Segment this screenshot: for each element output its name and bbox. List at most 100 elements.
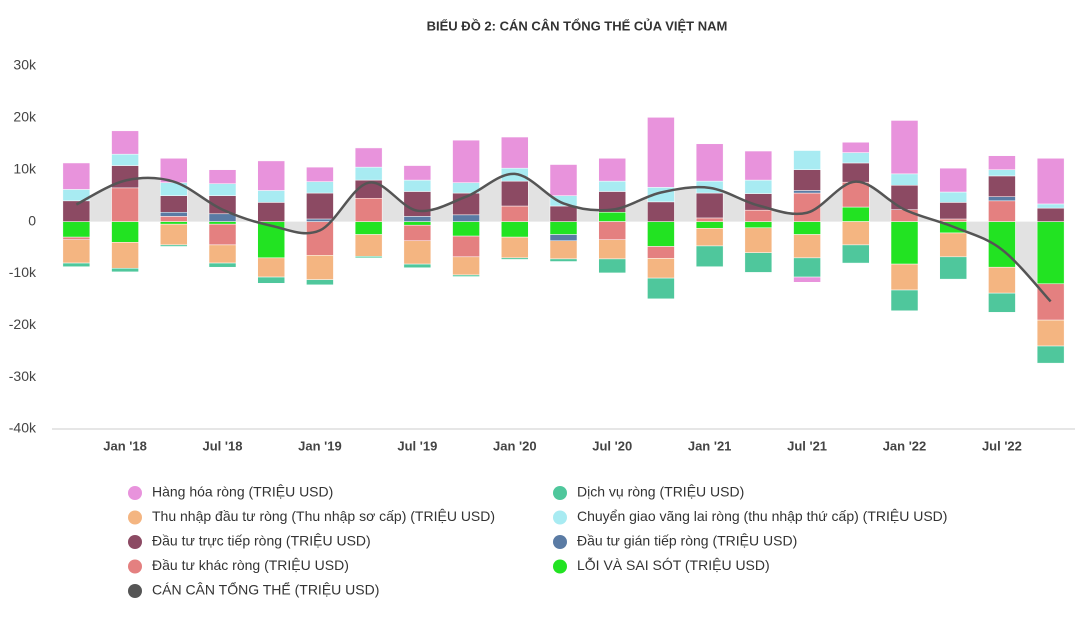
bar-segment: [549, 234, 578, 242]
bar-segment: [1036, 203, 1065, 209]
bar-segment: [160, 223, 188, 246]
bar-segment: [988, 266, 1016, 294]
legend-label: LỖI VÀ SAI SÓT (TRIỆU USD): [577, 556, 770, 573]
bar-segment: [939, 232, 967, 258]
legend-label: Đầu tư khác ròng (TRIỆU USD): [152, 557, 349, 573]
bar-segment: [62, 162, 91, 190]
bar-segment: [598, 158, 626, 182]
y-tick-label: 10k: [13, 160, 37, 176]
bar-segment: [208, 223, 237, 246]
bar-segment: [695, 245, 724, 267]
bar-segment: [160, 216, 188, 222]
bar-segment: [695, 228, 724, 247]
legend-marker: [553, 510, 567, 525]
bar-segment: [598, 239, 626, 260]
bar-segment: [890, 185, 919, 210]
bar-segment: [793, 150, 821, 170]
balance-line: [75, 172, 1052, 303]
bar-segment: [988, 175, 1016, 197]
x-tick-label: Jan '19: [298, 438, 342, 453]
bar-segment: [939, 256, 967, 280]
bar-segment: [1036, 158, 1065, 205]
bar-segment: [939, 202, 967, 220]
bar-segment: [62, 221, 91, 238]
bar-segment: [354, 256, 383, 259]
y-tick-label: 30k: [13, 57, 37, 73]
bar-segment: [403, 179, 432, 192]
bar-segment: [695, 217, 724, 222]
bar-segment: [890, 289, 919, 312]
bar-segment: [598, 258, 626, 274]
legend-marker: [128, 486, 142, 500]
legend-label: Đầu tư gián tiếp ròng (TRIỆU USD): [577, 533, 797, 549]
bar-segment: [744, 252, 773, 273]
y-tick-label: -20k: [9, 316, 37, 332]
bar-segment: [793, 221, 821, 235]
bar-segment: [890, 173, 919, 186]
bar-segment: [354, 234, 383, 257]
bar-segment: [1036, 207, 1065, 222]
legend-marker: [128, 559, 142, 574]
bar-segment: [306, 192, 334, 220]
bar-segment: [208, 221, 237, 225]
bar-segment: [647, 258, 675, 279]
bar-segment: [549, 221, 578, 235]
bar-segment: [62, 262, 91, 267]
bar-segment: [501, 180, 529, 207]
bar-segment: [452, 274, 480, 277]
bar-segment: [647, 277, 675, 300]
bar-segment: [744, 209, 773, 222]
bar-segment: [306, 255, 334, 280]
bar-segment: [452, 214, 480, 222]
bar-segment: [842, 141, 870, 153]
legend-marker: [128, 510, 142, 525]
bar-segment: [1036, 345, 1065, 364]
bar-segment: [988, 292, 1016, 313]
bar-segment: [793, 190, 821, 194]
bar-segment: [549, 258, 578, 262]
bar-segment: [62, 236, 91, 240]
x-tick-label: Jul '18: [203, 438, 243, 453]
bar-segment: [647, 201, 675, 222]
bar-segment: [403, 240, 432, 265]
bar-segment: [403, 224, 432, 242]
bar-segment: [842, 152, 870, 164]
bar-segment: [306, 218, 334, 222]
x-tick-label: Jul '22: [982, 438, 1022, 453]
bar-segment: [208, 262, 237, 268]
bar-segment: [452, 221, 480, 237]
bar-segment: [111, 130, 139, 155]
bar-segment: [111, 153, 139, 166]
legend-label: Hàng hóa ròng (TRIỆU USD): [152, 484, 333, 500]
chart-title: BIỂU ĐỒ 2: CÁN CÂN TỔNG THỂ CỦA VIỆT NAM: [427, 18, 728, 33]
bar-segment: [403, 221, 432, 226]
bar-segment: [501, 236, 529, 259]
bar-segment: [306, 221, 334, 256]
bar-segment: [501, 136, 529, 169]
bar-segment: [257, 160, 285, 191]
bar-segment: [549, 164, 578, 196]
bar-segment: [890, 263, 919, 291]
bar-segment: [842, 181, 870, 208]
bar-segment: [306, 166, 334, 182]
x-tick-label: Jul '20: [592, 438, 632, 453]
x-tick-label: Jan '22: [883, 438, 927, 453]
bar-segment: [842, 206, 870, 222]
bar-segment: [842, 221, 870, 246]
legend-marker: [553, 535, 567, 549]
bar-segment: [306, 279, 334, 286]
bar-segment: [160, 221, 188, 225]
bar-segment: [160, 211, 188, 217]
bar-segment: [549, 240, 578, 260]
x-tick-label: Jul '19: [397, 438, 437, 453]
bar-segment: [939, 167, 967, 193]
bar-segment: [403, 165, 432, 181]
bar-segment: [988, 155, 1016, 170]
y-tick-label: 0: [28, 212, 36, 228]
bar-segment: [793, 257, 821, 278]
legend-label: Đầu tư trực tiếp ròng (TRIỆU USD): [152, 533, 371, 549]
bar-segment: [842, 244, 870, 264]
bar-segment: [842, 162, 870, 183]
